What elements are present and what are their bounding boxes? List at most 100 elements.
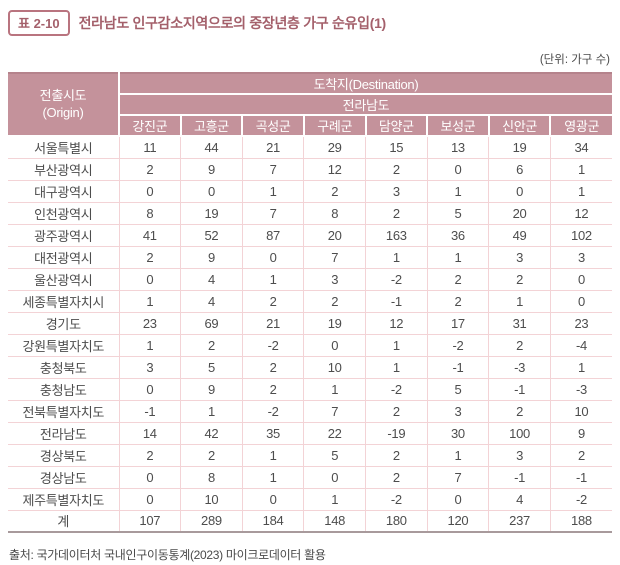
total-row: 계 107 289 184 148 180 120 237 188 bbox=[8, 509, 612, 533]
value-cell: 52 bbox=[180, 223, 243, 247]
value-cell: 3 bbox=[488, 443, 551, 467]
value-cell: -19 bbox=[365, 421, 428, 445]
value-cell: -1 bbox=[488, 377, 551, 401]
value-cell: 1 bbox=[426, 179, 490, 203]
value-cell: 7 bbox=[241, 201, 305, 225]
origin-cell: 전북특별자치도 bbox=[8, 399, 120, 423]
value-cell: -2 bbox=[241, 399, 305, 423]
value-cell: 12 bbox=[365, 311, 428, 335]
value-cell: 2 bbox=[488, 399, 551, 423]
value-cell: 21 bbox=[241, 311, 305, 335]
origin-cell: 경상북도 bbox=[8, 443, 120, 467]
value-cell: 1 bbox=[426, 245, 490, 269]
value-cell: -2 bbox=[549, 487, 612, 511]
table-row: 충청북도 3 5 2 10 1 -1 -3 1 bbox=[8, 355, 612, 379]
value-cell: 3 bbox=[549, 245, 612, 269]
value-cell: 17 bbox=[426, 311, 490, 335]
value-cell: 10 bbox=[303, 355, 366, 379]
table-header: 전출시도 (Origin) 도착지(Destination) 전라남도 강진군 고… bbox=[8, 72, 612, 137]
value-cell: 1 bbox=[241, 179, 305, 203]
value-cell: 2 bbox=[241, 289, 305, 313]
value-cell: 10 bbox=[549, 399, 612, 423]
value-cell: 8 bbox=[303, 201, 366, 225]
value-cell: -2 bbox=[365, 487, 428, 511]
value-cell: 7 bbox=[303, 399, 366, 423]
value-cell: -1 bbox=[365, 289, 428, 313]
value-cell: 14 bbox=[118, 421, 182, 445]
table-row: 전라남도 14 42 35 22 -19 30 100 9 bbox=[8, 421, 612, 445]
value-cell: 3 bbox=[488, 245, 551, 269]
value-cell: 23 bbox=[549, 311, 612, 335]
table-title: 표 2-10 전라남도 인구감소지역으로의 중장년층 가구 순유입(1) bbox=[8, 10, 612, 36]
value-cell: 31 bbox=[488, 311, 551, 335]
origin-cell: 경기도 bbox=[8, 311, 120, 335]
value-cell: 2 bbox=[180, 443, 243, 467]
column-header: 구례군 bbox=[302, 114, 367, 137]
origin-cell: 부산광역시 bbox=[8, 157, 120, 181]
table-row: 서울특별시 11 44 21 29 15 13 19 34 bbox=[8, 135, 612, 159]
value-cell: 21 bbox=[241, 135, 305, 159]
origin-cell: 충청남도 bbox=[8, 377, 120, 401]
table-row: 광주광역시 41 52 87 20 163 36 49 102 bbox=[8, 223, 612, 247]
origin-cell: 경상남도 bbox=[8, 465, 120, 489]
origin-cell: 서울특별시 bbox=[8, 135, 120, 159]
value-cell: 44 bbox=[180, 135, 243, 159]
origin-cell: 계 bbox=[8, 509, 120, 533]
value-cell: 1 bbox=[488, 289, 551, 313]
value-cell: 180 bbox=[365, 509, 428, 533]
value-cell: 5 bbox=[303, 443, 366, 467]
value-cell: 1 bbox=[241, 465, 305, 489]
value-cell: 0 bbox=[549, 289, 612, 313]
value-cell: 107 bbox=[118, 509, 182, 533]
value-cell: 237 bbox=[488, 509, 551, 533]
value-cell: 2 bbox=[118, 157, 182, 181]
value-cell: 2 bbox=[365, 465, 428, 489]
value-cell: 23 bbox=[118, 311, 182, 335]
table-row: 전북특별자치도 -1 1 -2 7 2 3 2 10 bbox=[8, 399, 612, 423]
table-title-text: 전라남도 인구감소지역으로의 중장년층 가구 순유입(1) bbox=[78, 15, 387, 31]
value-cell: 163 bbox=[365, 223, 428, 247]
value-cell: 19 bbox=[303, 311, 366, 335]
value-cell: 289 bbox=[180, 509, 243, 533]
table-body: 서울특별시 11 44 21 29 15 13 19 34 부산광역시 2 9 7 12 2 0 6 1 대구광역시… bbox=[8, 135, 612, 533]
value-cell: -1 bbox=[488, 465, 551, 489]
origin-cell: 울산광역시 bbox=[8, 267, 120, 291]
value-cell: 12 bbox=[549, 201, 612, 225]
value-cell: 2 bbox=[549, 443, 612, 467]
value-cell: -2 bbox=[241, 333, 305, 357]
origin-cell: 제주특별자치도 bbox=[8, 487, 120, 511]
value-cell: 1 bbox=[241, 267, 305, 291]
column-header: 고흥군 bbox=[179, 114, 244, 137]
origin-cell: 세종특별자치시 bbox=[8, 289, 120, 313]
value-cell: 1 bbox=[303, 377, 366, 401]
value-cell: 1 bbox=[118, 289, 182, 313]
value-cell: 7 bbox=[426, 465, 490, 489]
value-cell: 2 bbox=[426, 267, 490, 291]
value-cell: -2 bbox=[365, 377, 428, 401]
value-cell: 2 bbox=[488, 333, 551, 357]
column-header: 보성군 bbox=[426, 114, 490, 137]
value-cell: -3 bbox=[488, 355, 551, 379]
value-cell: -1 bbox=[426, 355, 490, 379]
value-cell: 2 bbox=[365, 201, 428, 225]
origin-cell: 강원특별자치도 bbox=[8, 333, 120, 357]
value-cell: 30 bbox=[426, 421, 490, 445]
value-cell: 36 bbox=[426, 223, 490, 247]
value-cell: 1 bbox=[241, 443, 305, 467]
value-cell: 7 bbox=[303, 245, 366, 269]
value-cell: 2 bbox=[118, 245, 182, 269]
value-cell: 1 bbox=[549, 157, 612, 181]
value-cell: 2 bbox=[365, 157, 428, 181]
value-cell: -4 bbox=[549, 333, 612, 357]
value-cell: 1 bbox=[365, 333, 428, 357]
value-cell: 2 bbox=[241, 355, 305, 379]
table-row: 대전광역시 2 9 0 7 1 1 3 3 bbox=[8, 245, 612, 269]
value-cell: 1 bbox=[365, 355, 428, 379]
destination-header: 도착지(Destination) bbox=[118, 72, 612, 95]
value-cell: 15 bbox=[365, 135, 428, 159]
value-cell: 1 bbox=[180, 399, 243, 423]
value-cell: 0 bbox=[488, 179, 551, 203]
value-cell: 34 bbox=[549, 135, 612, 159]
value-cell: 120 bbox=[426, 509, 490, 533]
